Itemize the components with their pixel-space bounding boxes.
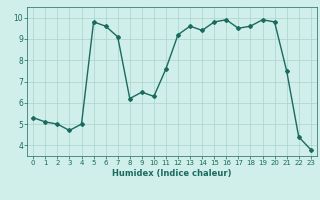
X-axis label: Humidex (Indice chaleur): Humidex (Indice chaleur) [112,169,232,178]
